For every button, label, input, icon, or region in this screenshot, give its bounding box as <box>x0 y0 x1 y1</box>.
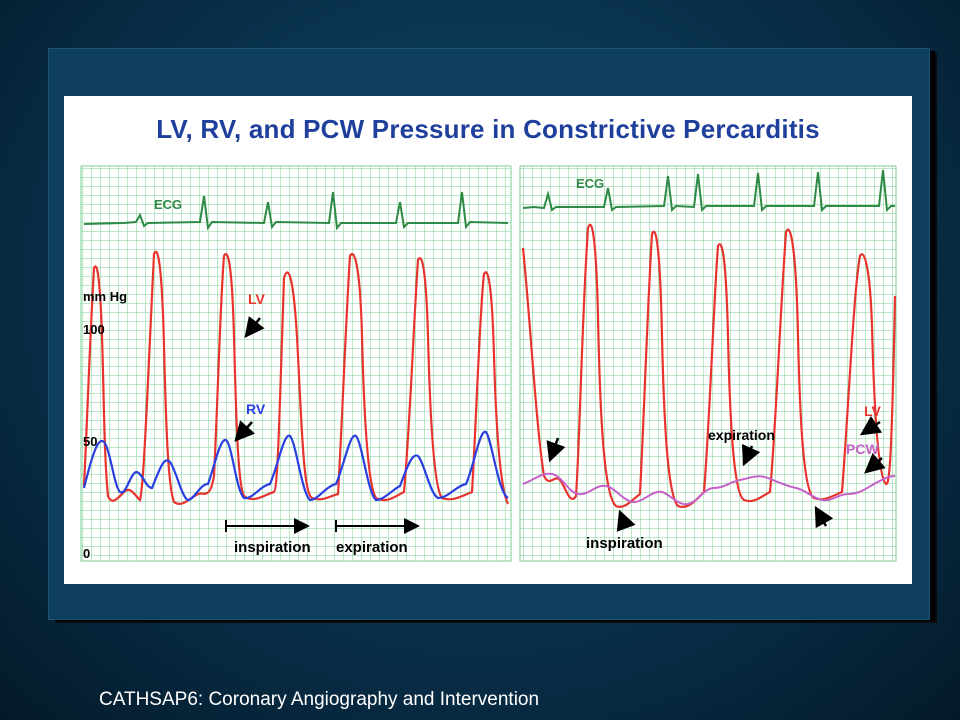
left-expiration-label: expiration <box>336 539 408 556</box>
slide-footer: CATHSAP6: Coronary Angiography and Inter… <box>99 689 540 710</box>
right-ecg-label: ECG <box>576 176 604 191</box>
right-inspiration-arrow <box>616 509 636 532</box>
tracing-svg: ECG mm Hg 100 50 0 LV RV inspiration exp… <box>80 165 897 562</box>
left-rv-arrow <box>234 420 256 442</box>
left-lv-label: LV <box>248 291 266 307</box>
right-pcw-trace <box>522 472 896 506</box>
right-expiration-label: expiration <box>708 427 775 443</box>
left-rv-label: RV <box>246 401 266 417</box>
right-lv-arrow <box>859 415 883 436</box>
figure-title: LV, RV, and PCW Pressure in Constrictive… <box>156 114 820 144</box>
left-rv-trace <box>82 430 509 502</box>
right-lv-trace <box>521 223 897 508</box>
left-inspiration-label: inspiration <box>234 539 311 556</box>
right-lv-label: LV <box>864 403 882 419</box>
right-inspiration-label: inspiration <box>586 535 663 552</box>
y-tick-0: 0 <box>83 546 90 561</box>
right-panel-grid <box>519 165 897 562</box>
left-ecg-trace <box>83 191 509 231</box>
right-pcw-label: PCW <box>846 441 879 457</box>
y-axis-unit: mm Hg <box>83 289 127 304</box>
y-tick-50: 50 <box>83 434 97 449</box>
left-lv-trace <box>82 250 509 505</box>
left-lv-arrow <box>244 316 265 338</box>
right-expiration-arrow <box>741 443 761 467</box>
right-dip-arrow-2 <box>814 505 834 529</box>
pressure-figure: ECG mm Hg 100 50 0 LV RV inspiration exp… <box>64 96 912 584</box>
left-ecg-label: ECG <box>154 197 182 212</box>
right-ecg-trace <box>522 169 895 213</box>
y-tick-100: 100 <box>83 322 105 337</box>
right-pcw-arrow <box>864 452 886 474</box>
right-dip-arrow-1 <box>546 437 566 463</box>
